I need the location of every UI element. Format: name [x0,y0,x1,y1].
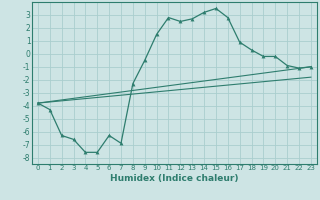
X-axis label: Humidex (Indice chaleur): Humidex (Indice chaleur) [110,174,239,183]
